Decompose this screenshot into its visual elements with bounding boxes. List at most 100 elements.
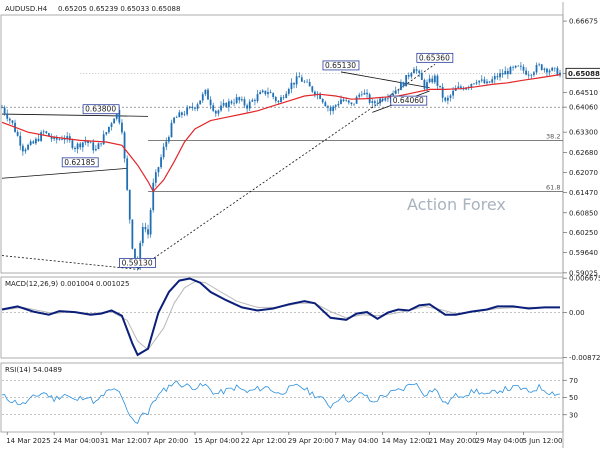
candle-body bbox=[433, 75, 436, 83]
candle-body bbox=[113, 118, 116, 124]
candle-body bbox=[45, 131, 48, 134]
candle-body bbox=[102, 134, 105, 145]
candle-body bbox=[491, 79, 494, 83]
candle-body bbox=[264, 90, 267, 95]
candle-body bbox=[92, 142, 95, 151]
candle-body bbox=[259, 92, 262, 95]
price-y-tick-label: 0.62680 bbox=[569, 149, 598, 157]
candle-body bbox=[154, 172, 157, 183]
candle-body bbox=[420, 72, 423, 80]
macd-signal-line bbox=[1, 281, 560, 351]
candle-body bbox=[319, 93, 322, 99]
candle-body bbox=[493, 76, 496, 80]
candle-body bbox=[84, 140, 87, 143]
candle-body bbox=[225, 103, 228, 108]
candle-body bbox=[261, 90, 264, 93]
candle-body bbox=[533, 72, 535, 75]
candle-body bbox=[27, 144, 29, 150]
candle-body bbox=[248, 101, 251, 109]
candle-body bbox=[204, 89, 207, 95]
candle-body bbox=[50, 136, 53, 139]
level-box bbox=[119, 257, 156, 268]
candle-body bbox=[29, 141, 32, 145]
candle-body bbox=[475, 82, 478, 84]
candle-body bbox=[340, 99, 342, 104]
candle-body bbox=[350, 102, 353, 104]
candle-body bbox=[66, 136, 69, 139]
candle-body bbox=[141, 227, 144, 244]
candle-body bbox=[152, 182, 155, 211]
candle-body bbox=[162, 146, 165, 158]
candle-body bbox=[32, 141, 35, 144]
candle-body bbox=[397, 90, 400, 91]
candle-body bbox=[496, 76, 499, 78]
candle-body bbox=[110, 123, 113, 127]
candle-body bbox=[277, 101, 280, 103]
candle-body bbox=[16, 132, 19, 136]
current-price-box bbox=[565, 67, 600, 79]
macd-frame bbox=[0, 276, 564, 359]
candle-body bbox=[170, 122, 173, 138]
candle-body bbox=[55, 137, 58, 140]
moving-average-line bbox=[1, 74, 561, 193]
current-price-label: 0.65088 bbox=[568, 70, 600, 78]
candle-body bbox=[194, 108, 196, 109]
candle-body bbox=[126, 158, 129, 190]
candle-body bbox=[371, 101, 374, 103]
candle-body bbox=[246, 105, 249, 109]
candle-body bbox=[400, 82, 402, 91]
candle-body bbox=[431, 78, 434, 83]
macd-y-tick-label: 0.006675 bbox=[569, 275, 600, 283]
x-tick-label: 5 Jun 12:00 bbox=[522, 437, 562, 445]
candle-body bbox=[8, 118, 11, 121]
level-box bbox=[322, 60, 360, 71]
candle-body bbox=[457, 86, 460, 89]
candle-body bbox=[358, 94, 361, 97]
macd-y-tick-label: 0.00 bbox=[569, 309, 585, 317]
candle-body bbox=[1, 107, 3, 109]
candle-body bbox=[76, 143, 79, 150]
candle-body bbox=[165, 141, 168, 147]
candle-body bbox=[499, 73, 501, 78]
candle-body bbox=[139, 243, 142, 269]
candle-body bbox=[287, 89, 290, 94]
rsi-line bbox=[1, 380, 561, 424]
candle-body bbox=[506, 71, 509, 75]
level-box bbox=[390, 95, 428, 106]
candle-body bbox=[280, 97, 282, 103]
macd-panel bbox=[1, 277, 563, 357]
candle-body bbox=[345, 100, 348, 102]
candle-body bbox=[131, 219, 134, 249]
candle-body bbox=[418, 70, 421, 73]
candle-body bbox=[293, 82, 295, 85]
candle-body bbox=[556, 68, 559, 76]
price-y-tick-label: 0.60250 bbox=[569, 229, 598, 237]
trendline bbox=[1, 113, 149, 117]
candle-body bbox=[115, 109, 118, 119]
candle-body bbox=[87, 140, 89, 144]
candle-body bbox=[355, 96, 358, 104]
macd-y-tick-label: -0.008724 bbox=[569, 354, 600, 362]
x-tick-label: 7 Apr 20:00 bbox=[147, 437, 188, 445]
price-panel: 38.2 61.8 0.65130 0.65360 0.63800 0.62185 0.59… bbox=[1, 52, 563, 271]
candle-body bbox=[240, 99, 243, 101]
candle-body bbox=[363, 92, 366, 95]
fib-label: 38.2 bbox=[546, 132, 560, 140]
candle-body bbox=[167, 137, 170, 142]
candle-body bbox=[282, 97, 285, 98]
candle-body bbox=[217, 110, 220, 114]
x-tick-label: 14 Mar 2025 bbox=[6, 437, 50, 445]
candle-body bbox=[128, 189, 131, 220]
candle-body bbox=[342, 99, 345, 101]
axes-layer: 0.66675 0.64510 0.64060 0.63300 0.62680 0.620… bbox=[6, 18, 600, 445]
candle-body bbox=[251, 100, 254, 102]
candle-body bbox=[149, 210, 152, 235]
candle-body bbox=[327, 106, 329, 108]
x-tick-label: 22 Apr 12:00 bbox=[241, 437, 287, 445]
fib-label: 61.8 bbox=[546, 183, 560, 191]
trendline bbox=[1, 167, 128, 179]
price-y-tick-label: 0.66675 bbox=[569, 18, 598, 26]
candle-body bbox=[449, 95, 452, 98]
candle-body bbox=[465, 87, 468, 90]
